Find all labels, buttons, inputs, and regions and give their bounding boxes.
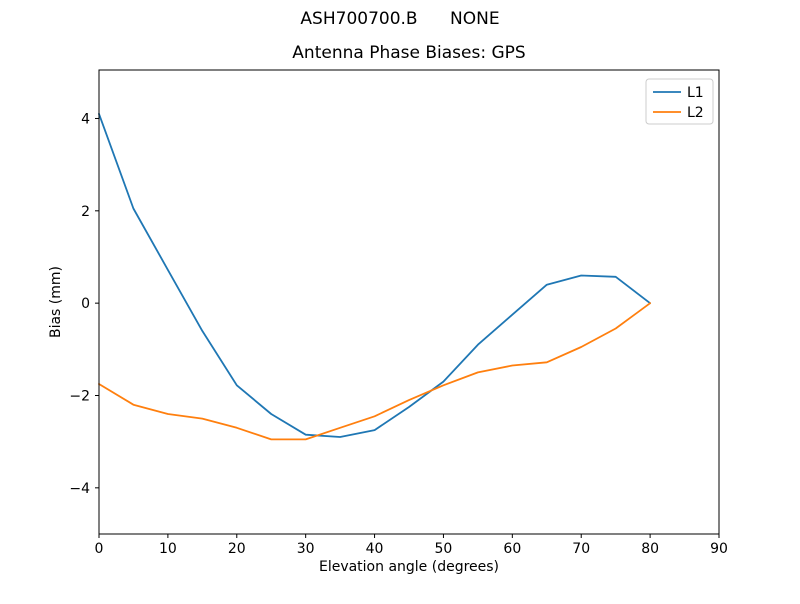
axes-frame (98, 69, 720, 535)
series-line-L2 (98, 302, 651, 441)
x-tick-label: 30 (297, 541, 315, 557)
x-tick-label: 50 (435, 541, 453, 557)
legend-label-L1: L1 (687, 85, 704, 101)
x-tick-label: 60 (503, 541, 521, 557)
y-axis-label: Bias (mm) (48, 265, 64, 339)
x-tick-label: 10 (159, 541, 177, 557)
x-tick-label: 40 (366, 541, 384, 557)
figure-suptitle: ASH700700.B NONE (300, 9, 500, 29)
x-tick-label: 90 (710, 541, 728, 557)
x-tick-label: 80 (641, 541, 659, 557)
x-tick-label: 20 (228, 541, 246, 557)
series-line-L1 (98, 113, 651, 438)
y-tick-label: 2 (81, 204, 90, 220)
axes-title: Antenna Phase Biases: GPS (292, 43, 526, 63)
y-tick-label: −4 (69, 481, 90, 497)
y-tick-label: 4 (81, 111, 90, 127)
y-tick-label: −2 (69, 388, 90, 404)
x-axis-label: Elevation angle (degrees) (318, 559, 500, 575)
legend-label-L2: L2 (687, 105, 704, 121)
x-tick-label: 0 (95, 541, 104, 557)
y-tick-label: 0 (81, 296, 90, 312)
x-tick-label: 70 (572, 541, 590, 557)
